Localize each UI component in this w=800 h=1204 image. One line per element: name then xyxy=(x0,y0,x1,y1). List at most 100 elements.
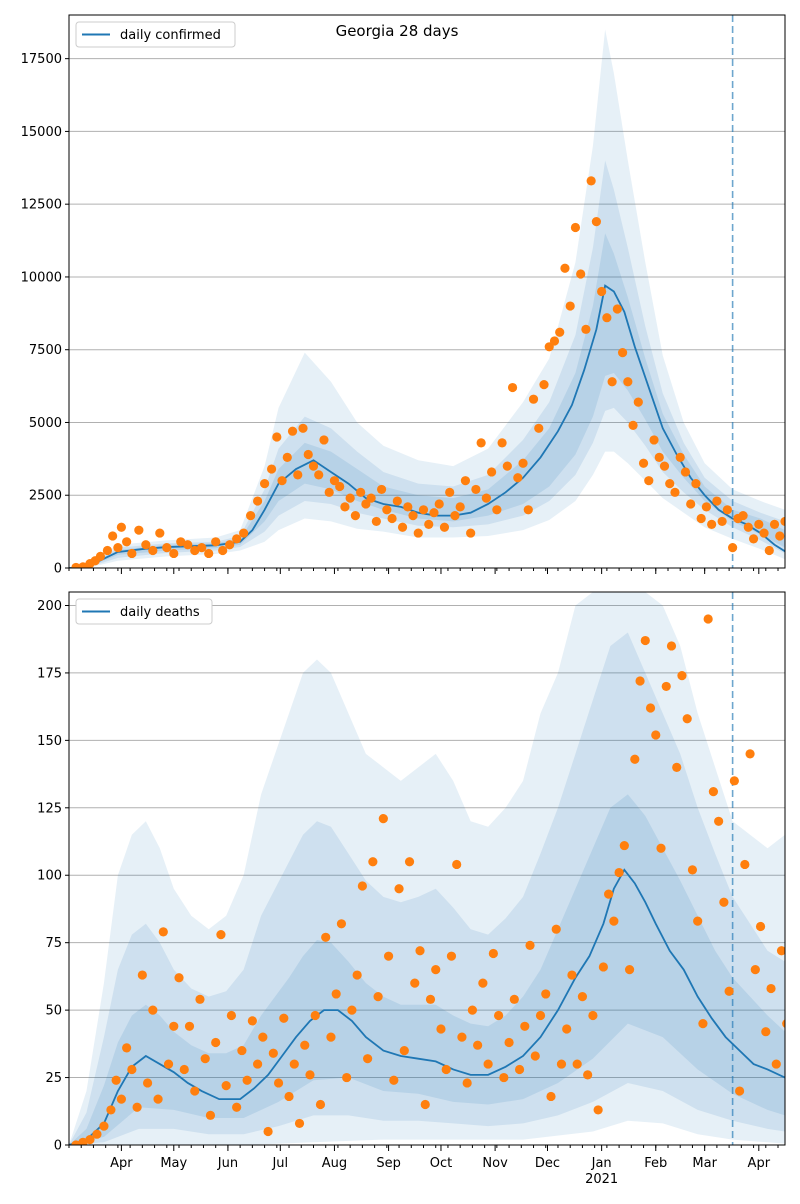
confirmed-point xyxy=(371,516,381,527)
deaths-point xyxy=(163,1059,174,1069)
confirmed-point xyxy=(638,458,649,468)
confirmed-point xyxy=(507,382,518,393)
confirmed-point xyxy=(116,522,126,532)
deaths-point xyxy=(750,965,760,975)
confirmed-y-tick-label-2: 5000 xyxy=(29,416,62,431)
confirmed-y-tick-label-0: 0 xyxy=(54,562,62,577)
deaths-point xyxy=(247,1016,257,1026)
confirmed-point xyxy=(748,534,759,544)
confirmed-legend-label: daily confirmed xyxy=(120,28,221,43)
confirmed-point xyxy=(169,548,179,559)
deaths-point xyxy=(71,1140,81,1145)
confirmed-y-tick-label-7: 17500 xyxy=(21,52,62,67)
deaths-point xyxy=(651,730,661,740)
confirmed-point xyxy=(293,470,303,480)
deaths-y-tick-label-6: 150 xyxy=(37,734,62,749)
deaths-point xyxy=(268,1048,278,1058)
confirmed-point xyxy=(528,394,539,404)
confirmed-point xyxy=(350,511,360,521)
confirmed-point xyxy=(277,476,287,486)
confirmed-point xyxy=(211,537,221,547)
confirmed-point xyxy=(665,478,675,489)
confirmed-point xyxy=(108,531,118,541)
confirmed-point xyxy=(691,478,701,489)
deaths-point xyxy=(258,1032,268,1042)
x-tick-label-mar: Mar xyxy=(692,1156,717,1171)
deaths-point xyxy=(520,1021,530,1031)
confirmed-point xyxy=(607,377,617,387)
confirmed-point xyxy=(319,435,329,445)
x-tick-label-dec: Dec xyxy=(535,1156,560,1171)
confirmed-y-tick-label-4: 10000 xyxy=(21,270,62,285)
deaths-point xyxy=(666,641,677,651)
confirmed-point xyxy=(728,543,738,553)
deaths-bands xyxy=(69,592,785,1145)
deaths-point xyxy=(190,1086,200,1096)
confirmed-point xyxy=(722,505,732,515)
confirmed-point xyxy=(476,438,486,448)
deaths-y-tick-label-1: 25 xyxy=(45,1071,62,1086)
deaths-point xyxy=(734,1086,745,1096)
confirmed-points xyxy=(71,176,785,568)
deaths-point xyxy=(373,992,383,1002)
deaths-point xyxy=(253,1059,263,1069)
deaths-band-1 xyxy=(69,632,785,1145)
deaths-point xyxy=(462,1078,472,1088)
x-tick-label-nov: Nov xyxy=(482,1156,508,1171)
deaths-point xyxy=(200,1054,210,1064)
confirmed-point xyxy=(581,324,591,334)
deaths-point xyxy=(509,994,519,1004)
deaths-point xyxy=(242,1075,252,1085)
confirmed-point xyxy=(434,499,444,509)
confirmed-point xyxy=(122,537,132,547)
confirmed-point xyxy=(654,452,664,462)
deaths-point xyxy=(336,919,347,929)
deaths-point xyxy=(132,1102,142,1112)
deaths-point xyxy=(273,1078,284,1088)
chart-title: Georgia 28 days xyxy=(336,22,459,40)
confirmed-point xyxy=(259,478,270,489)
deaths-point xyxy=(745,749,755,759)
deaths-point xyxy=(761,1027,771,1037)
deaths-point xyxy=(483,1059,493,1069)
confirmed-point xyxy=(576,269,586,279)
confirmed-point xyxy=(754,519,764,529)
deaths-point xyxy=(556,1059,567,1069)
confirmed-point xyxy=(680,467,691,477)
confirmed-point xyxy=(253,496,263,506)
deaths-point xyxy=(394,884,404,894)
confirmed-point xyxy=(759,528,769,538)
confirmed-point xyxy=(113,543,123,553)
confirmed-point xyxy=(707,519,717,529)
deaths-point xyxy=(425,994,436,1004)
confirmed-point xyxy=(644,476,654,486)
confirmed-point xyxy=(78,562,88,568)
x-tick-label-sep: Sep xyxy=(376,1156,401,1171)
deaths-y-tick-label-2: 50 xyxy=(45,1004,62,1019)
deaths-point xyxy=(604,889,614,899)
deaths-point xyxy=(708,787,719,797)
confirmed-point xyxy=(539,380,549,390)
confirmed-point xyxy=(628,420,638,430)
deaths-point xyxy=(473,1040,483,1050)
deaths-point xyxy=(677,671,687,681)
deaths-point xyxy=(310,1010,320,1021)
confirmed-point xyxy=(387,513,397,524)
deaths-y-tick-label-4: 100 xyxy=(37,869,62,884)
deaths-point xyxy=(719,897,729,907)
x-tick-label-aug: Aug xyxy=(322,1156,347,1171)
confirmed-point xyxy=(670,487,680,497)
confirmed-point xyxy=(460,476,471,486)
confirmed-point xyxy=(408,511,418,521)
deaths-point xyxy=(645,703,656,713)
deaths-point xyxy=(237,1045,247,1056)
deaths-point xyxy=(357,881,367,891)
deaths-x-ticks: Apr May Jun Jul Aug Sep Oct Nov Dec Jan Feb Mar Apr 2… xyxy=(68,1145,779,1187)
deaths-point xyxy=(572,1059,582,1069)
confirmed-y-tick-label-5: 12500 xyxy=(21,198,62,213)
deaths-point xyxy=(593,1105,603,1115)
deaths-point xyxy=(703,614,713,624)
confirmed-point xyxy=(591,217,601,227)
deaths-point xyxy=(184,1021,195,1031)
